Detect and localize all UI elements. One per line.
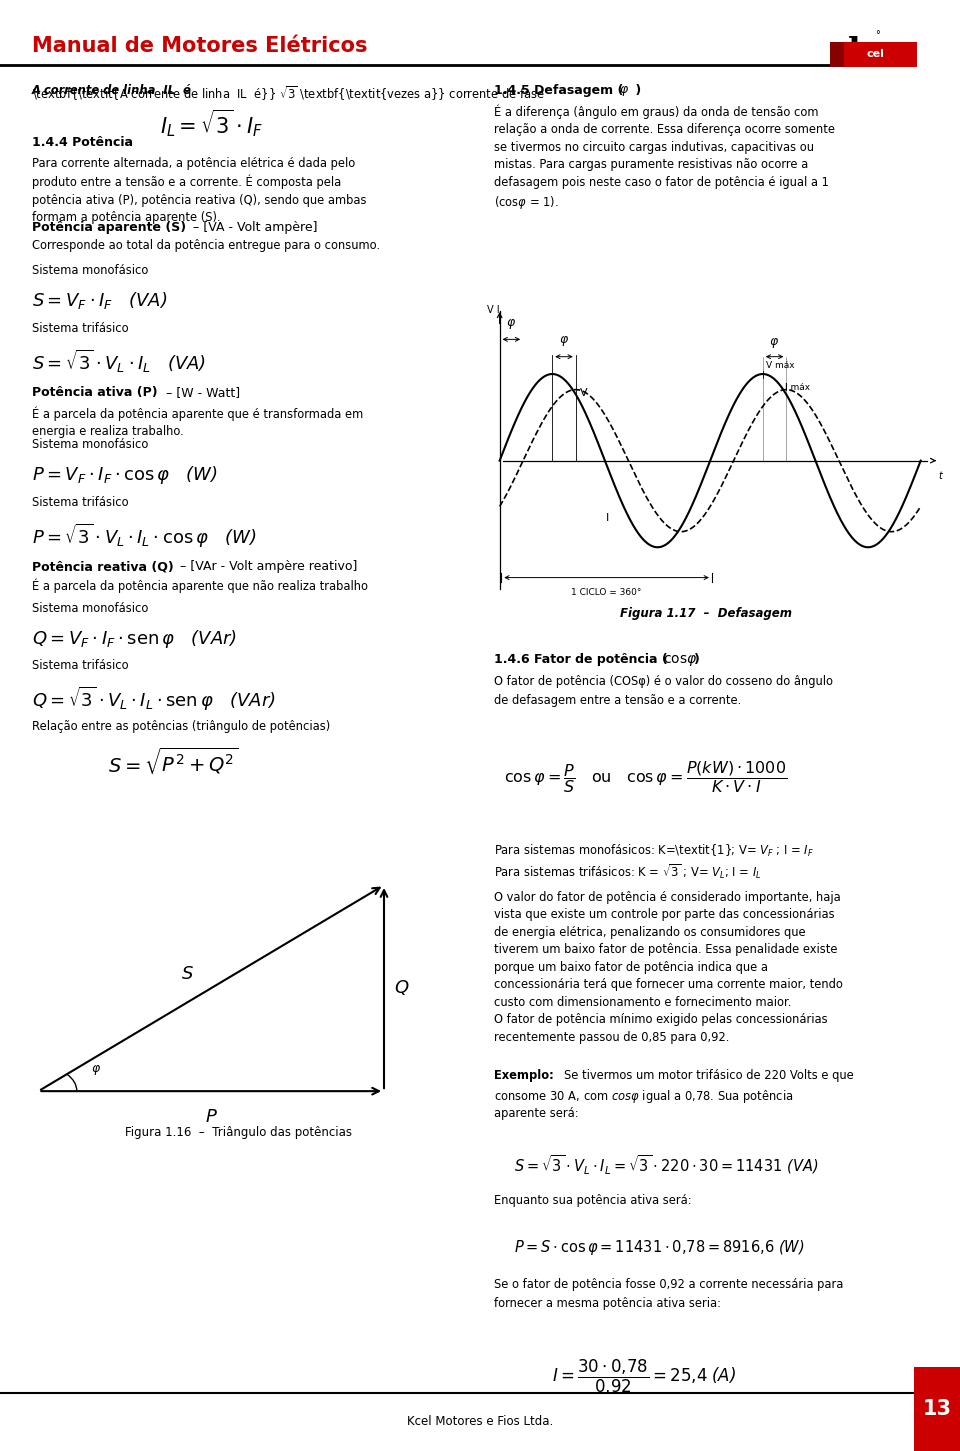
Text: Para sistemas trifásicos: K = $\sqrt{3}$ ; V= $V_L$; I = $I_L$: Para sistemas trifásicos: K = $\sqrt{3}$… [494,862,762,881]
Text: É a parcela da potência aparente que é transformada em
energia e realiza trabalh: É a parcela da potência aparente que é t… [32,406,363,438]
Text: \textbf{\textit{A corrente de linha  IL  é}} $\sqrt{3}$ \textbf{\textit{vezes a}: \textbf{\textit{A corrente de linha IL é… [32,84,544,103]
Text: I máx: I máx [784,383,809,392]
Text: °: ° [876,30,880,41]
FancyBboxPatch shape [830,42,917,67]
Text: Kcel Motores e Fios Ltda.: Kcel Motores e Fios Ltda. [407,1416,553,1428]
Text: Potência ativa (P): Potência ativa (P) [32,386,161,399]
Text: 1.4.6 Fator de potência (: 1.4.6 Fator de potência ( [494,653,668,666]
FancyBboxPatch shape [914,1367,960,1451]
Text: Sistema monofásico: Sistema monofásico [32,264,148,277]
Text: $\mathrm{cos}\varphi$: $\mathrm{cos}\varphi$ [663,653,698,667]
Text: $Q = V_F \cdot I_F \cdot \mathrm{sen}\,\varphi$   (VAr): $Q = V_F \cdot I_F \cdot \mathrm{sen}\,\… [32,628,236,650]
Text: Potência aparente (S): Potência aparente (S) [32,221,190,234]
Text: Figura 1.16  –  Triângulo das potências: Figura 1.16 – Triângulo das potências [125,1126,351,1139]
Text: $P = \sqrt{3} \cdot V_L \cdot I_L \cdot \cos\varphi$   (W): $P = \sqrt{3} \cdot V_L \cdot I_L \cdot … [32,522,256,550]
Text: Relação entre as potências (triângulo de potências): Relação entre as potências (triângulo de… [32,720,330,733]
Text: – [VA - Volt ampère]: – [VA - Volt ampère] [193,221,318,234]
Text: 1.4.5 Defasagem (: 1.4.5 Defasagem ( [494,84,628,97]
Text: P: P [205,1109,217,1126]
Text: Sistema monofásico: Sistema monofásico [32,602,148,615]
Text: $I = \dfrac{30 \cdot 0{,}78}{0{,}92} = 25{,}4\;$(A): $I = \dfrac{30 \cdot 0{,}78}{0{,}92} = 2… [552,1358,736,1397]
Text: 1 CICLO = 360°: 1 CICLO = 360° [571,588,642,596]
Text: $S = V_F \cdot I_F$   (VA): $S = V_F \cdot I_F$ (VA) [32,290,167,311]
Text: $I_L = \sqrt{3} \cdot I_F$: $I_L = \sqrt{3} \cdot I_F$ [159,107,263,139]
Text: de defasagem entre a tensão e a corrente.: de defasagem entre a tensão e a corrente… [494,694,742,707]
Text: $\varphi$: $\varphi$ [559,334,569,348]
Text: É a diferença (ângulo em graus) da onda de tensão com
relação a onda de corrente: É a diferença (ângulo em graus) da onda … [494,104,835,212]
Text: $\varphi$: $\varphi$ [506,316,516,331]
Text: Manual de Motores Elétricos: Manual de Motores Elétricos [32,36,367,57]
Text: Para corrente alternada, a potência elétrica é dada pelo
produto entre a tensão : Para corrente alternada, a potência elét… [32,157,366,225]
Text: ): ) [631,84,641,97]
Text: O fator de potência (COSφ) é o valor do cosseno do ângulo: O fator de potência (COSφ) é o valor do … [494,675,833,688]
Text: $P = V_F \cdot I_F \cdot \cos\varphi$   (W): $P = V_F \cdot I_F \cdot \cos\varphi$ (W… [32,464,218,486]
Text: Potência reativa (Q): Potência reativa (Q) [32,560,178,573]
Text: Q: Q [395,979,408,997]
Text: Sistema monofásico: Sistema monofásico [32,438,148,451]
Text: Se tivermos um motor trifásico de 220 Volts e que: Se tivermos um motor trifásico de 220 Vo… [564,1069,854,1082]
Text: $\varphi$: $\varphi$ [770,335,780,350]
Text: V: V [580,387,588,398]
Text: – [VAr - Volt ampère reativo]: – [VAr - Volt ampère reativo] [180,560,358,573]
Text: k: k [848,36,871,70]
Text: – [W - Watt]: – [W - Watt] [166,386,240,399]
Text: Sistema trifásico: Sistema trifásico [32,322,129,335]
Text: Enquanto sua potência ativa será:: Enquanto sua potência ativa será: [494,1194,692,1207]
Text: Sistema trifásico: Sistema trifásico [32,659,129,672]
Text: S: S [181,965,193,982]
Text: I: I [606,514,609,524]
Text: 13: 13 [923,1399,951,1419]
Text: $\varphi$: $\varphi$ [91,1062,102,1077]
Text: aparente será:: aparente será: [494,1107,579,1120]
Text: consome 30 A, com $\mathit{cos\varphi}$ igual a 0,78. Sua potência: consome 30 A, com $\mathit{cos\varphi}$ … [494,1088,794,1106]
Text: 1.4.4 Potência: 1.4.4 Potência [32,136,132,149]
Text: Se o fator de potência fosse 0,92 a corrente necessária para: Se o fator de potência fosse 0,92 a corr… [494,1278,844,1291]
Text: A corrente de linha  IL  é: A corrente de linha IL é [32,84,196,97]
Text: Sistema trifásico: Sistema trifásico [32,496,129,509]
Text: Exemplo:: Exemplo: [494,1069,558,1082]
FancyBboxPatch shape [830,42,844,67]
Text: $\cos\varphi = \dfrac{P}{S}$   ou   $\cos\varphi = \dfrac{P(kW) \cdot 1000}{K \c: $\cos\varphi = \dfrac{P}{S}$ ou $\cos\va… [504,759,787,795]
Text: Figura 1.17  –  Defasagem: Figura 1.17 – Defasagem [619,607,792,620]
Text: É a parcela da potência aparente que não realiza trabalho: É a parcela da potência aparente que não… [32,579,368,593]
Text: fornecer a mesma potência ativa seria:: fornecer a mesma potência ativa seria: [494,1297,721,1310]
Text: $\varphi$: $\varphi$ [619,84,630,99]
Text: $S = \sqrt{3} \cdot V_L \cdot I_L$   (VA): $S = \sqrt{3} \cdot V_L \cdot I_L$ (VA) [32,348,205,376]
Text: V máx: V máx [766,361,795,370]
Text: $S = \sqrt{3} \cdot V_L \cdot I_L = \sqrt{3} \cdot 220 \cdot 30 = 11431$ (VA): $S = \sqrt{3} \cdot V_L \cdot I_L = \sqr… [514,1154,818,1177]
Text: Para sistemas monofásicos: K=\textit{1}; V= $V_F$ ; I = $I_F$: Para sistemas monofásicos: K=\textit{1};… [494,843,814,859]
Text: Corresponde ao total da potência entregue para o consumo.: Corresponde ao total da potência entregu… [32,239,380,252]
Text: ): ) [694,653,700,666]
Text: t: t [939,472,943,482]
Text: $P = S \cdot \cos\varphi = 11431 \cdot 0{,}78 = 8916{,}6$ (W): $P = S \cdot \cos\varphi = 11431 \cdot 0… [514,1238,804,1257]
Text: V I: V I [487,305,499,315]
Text: O valor do fator de potência é considerado importante, haja
vista que existe um : O valor do fator de potência é considera… [494,891,843,1043]
Text: $Q = \sqrt{3} \cdot V_L \cdot I_L \cdot \mathrm{sen}\,\varphi$   (VAr): $Q = \sqrt{3} \cdot V_L \cdot I_L \cdot … [32,685,276,712]
Text: cel: cel [867,49,884,58]
Text: $S = \sqrt{P^2 + Q^2}$: $S = \sqrt{P^2 + Q^2}$ [108,746,238,776]
